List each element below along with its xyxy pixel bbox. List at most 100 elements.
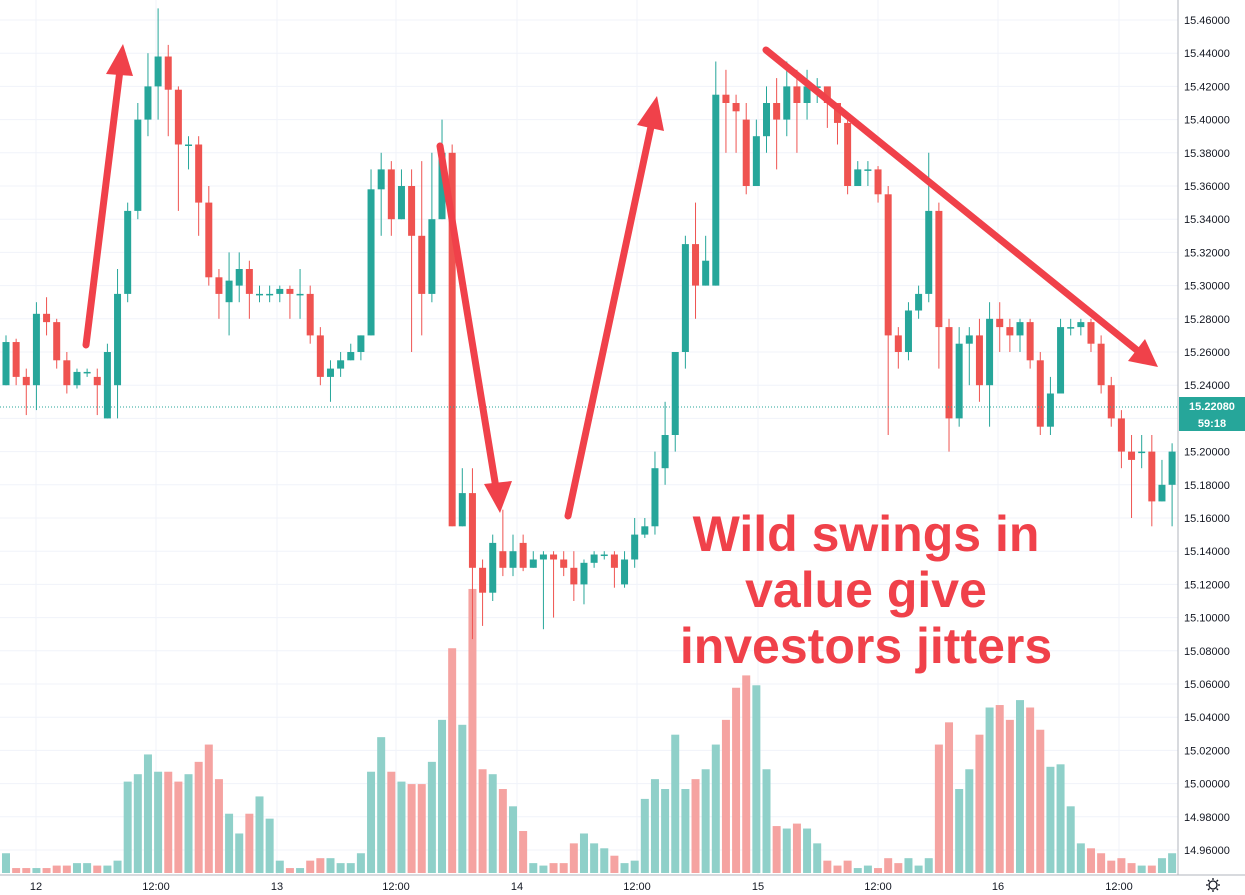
volume-bar xyxy=(549,863,558,873)
y-tick-label: 15.08000 xyxy=(1184,646,1230,658)
candle-body xyxy=(286,288,294,294)
candle-body xyxy=(1046,393,1054,427)
candle xyxy=(1087,318,1095,352)
candle xyxy=(610,551,618,588)
candle xyxy=(205,186,213,286)
candle xyxy=(1067,318,1075,336)
candle-body xyxy=(631,534,639,560)
settings-icon[interactable] xyxy=(1206,878,1220,892)
candle xyxy=(408,169,416,352)
candle xyxy=(1168,443,1176,527)
volume-bar xyxy=(42,868,51,873)
volume-bar xyxy=(72,863,81,873)
candle xyxy=(418,161,426,336)
y-tick-label: 15.16000 xyxy=(1184,513,1230,525)
y-tick-label: 15.12000 xyxy=(1184,579,1230,591)
volume-bar xyxy=(1076,843,1085,873)
candle xyxy=(1036,352,1044,435)
candle-body xyxy=(306,293,314,336)
candle xyxy=(570,551,578,601)
candle-body xyxy=(894,335,902,352)
candle-body xyxy=(732,103,740,112)
volume-bar xyxy=(275,860,284,873)
arrow-down-2 xyxy=(762,46,1142,355)
candle xyxy=(83,368,91,377)
candle-body xyxy=(590,554,598,563)
volume-bar xyxy=(387,771,396,873)
candle-body xyxy=(245,269,253,294)
annotation-line-1: Wild swings in xyxy=(693,506,1040,562)
volume-bar xyxy=(711,744,720,873)
candle xyxy=(154,8,162,120)
candle xyxy=(1026,318,1034,369)
candle xyxy=(1138,435,1146,469)
candle-body xyxy=(235,269,243,286)
volume-bar xyxy=(1168,853,1177,873)
candle xyxy=(661,401,669,485)
candle-body xyxy=(600,554,608,557)
volume-bar xyxy=(255,796,264,873)
candle xyxy=(874,166,882,203)
volume-bar xyxy=(742,675,751,873)
candle xyxy=(164,44,172,137)
volume-bar xyxy=(83,863,92,873)
candle-body xyxy=(1138,451,1146,454)
candle-body xyxy=(185,144,193,146)
candle-body xyxy=(276,288,284,294)
volume-bar xyxy=(721,719,730,873)
volume-bar xyxy=(377,737,386,873)
candle xyxy=(712,61,720,286)
candle xyxy=(986,302,994,427)
arrows xyxy=(82,44,1158,520)
volume-bar xyxy=(995,705,1004,873)
last-price-tag: 15.22080 59:18 xyxy=(1179,397,1245,431)
candle xyxy=(93,368,101,416)
candle xyxy=(1097,335,1105,394)
candle xyxy=(12,338,20,386)
candle xyxy=(732,94,740,153)
candle xyxy=(245,260,253,319)
annotation-line-2: value give xyxy=(745,562,987,618)
candle-body xyxy=(154,56,162,87)
candle xyxy=(276,285,284,303)
candle xyxy=(955,327,963,427)
volume-bar xyxy=(1005,719,1014,873)
time-axis[interactable]: 12 12:00 13 12:00 14 12:00 15 12:00 16 12:00 xyxy=(0,874,1245,895)
candle xyxy=(1046,376,1054,435)
candle-body xyxy=(712,94,720,286)
candle xyxy=(864,161,872,186)
volume-bar xyxy=(356,853,365,873)
volume-bar xyxy=(1137,865,1146,873)
candle-body xyxy=(53,322,61,361)
candle-body xyxy=(387,169,395,220)
candle xyxy=(479,559,487,626)
candle-body xyxy=(428,219,436,294)
candle xyxy=(975,318,983,402)
candle xyxy=(1117,410,1125,469)
candle-body xyxy=(1158,484,1166,502)
volume-bar xyxy=(894,863,903,873)
candle-body xyxy=(833,103,841,123)
y-tick-label: 15.10000 xyxy=(1184,613,1230,625)
y-tick-label: 15.14000 xyxy=(1184,546,1230,558)
candle-body xyxy=(1026,322,1034,361)
price-axis[interactable]: 15.46000 15.44000 15.42000 15.40000 15.38000… xyxy=(1177,0,1245,890)
candle xyxy=(752,119,760,186)
annotation-text: Wild swings in value give investors jitt… xyxy=(680,506,1052,674)
volume-bar xyxy=(924,858,933,873)
candle-body xyxy=(580,562,588,585)
candle-body xyxy=(73,371,81,386)
countdown-label: 59:18 xyxy=(1198,418,1226,430)
candle-body xyxy=(965,335,973,344)
candle-body xyxy=(144,86,152,120)
candle-body xyxy=(1036,360,1044,427)
volume-bar xyxy=(204,744,213,873)
volume-bar xyxy=(154,771,163,873)
y-tick-label: 15.06000 xyxy=(1184,679,1230,691)
y-tick-label: 15.24000 xyxy=(1184,380,1230,392)
candle xyxy=(904,302,912,361)
candle-body xyxy=(641,526,649,535)
candle xyxy=(529,551,537,568)
volume-bar xyxy=(326,858,335,873)
